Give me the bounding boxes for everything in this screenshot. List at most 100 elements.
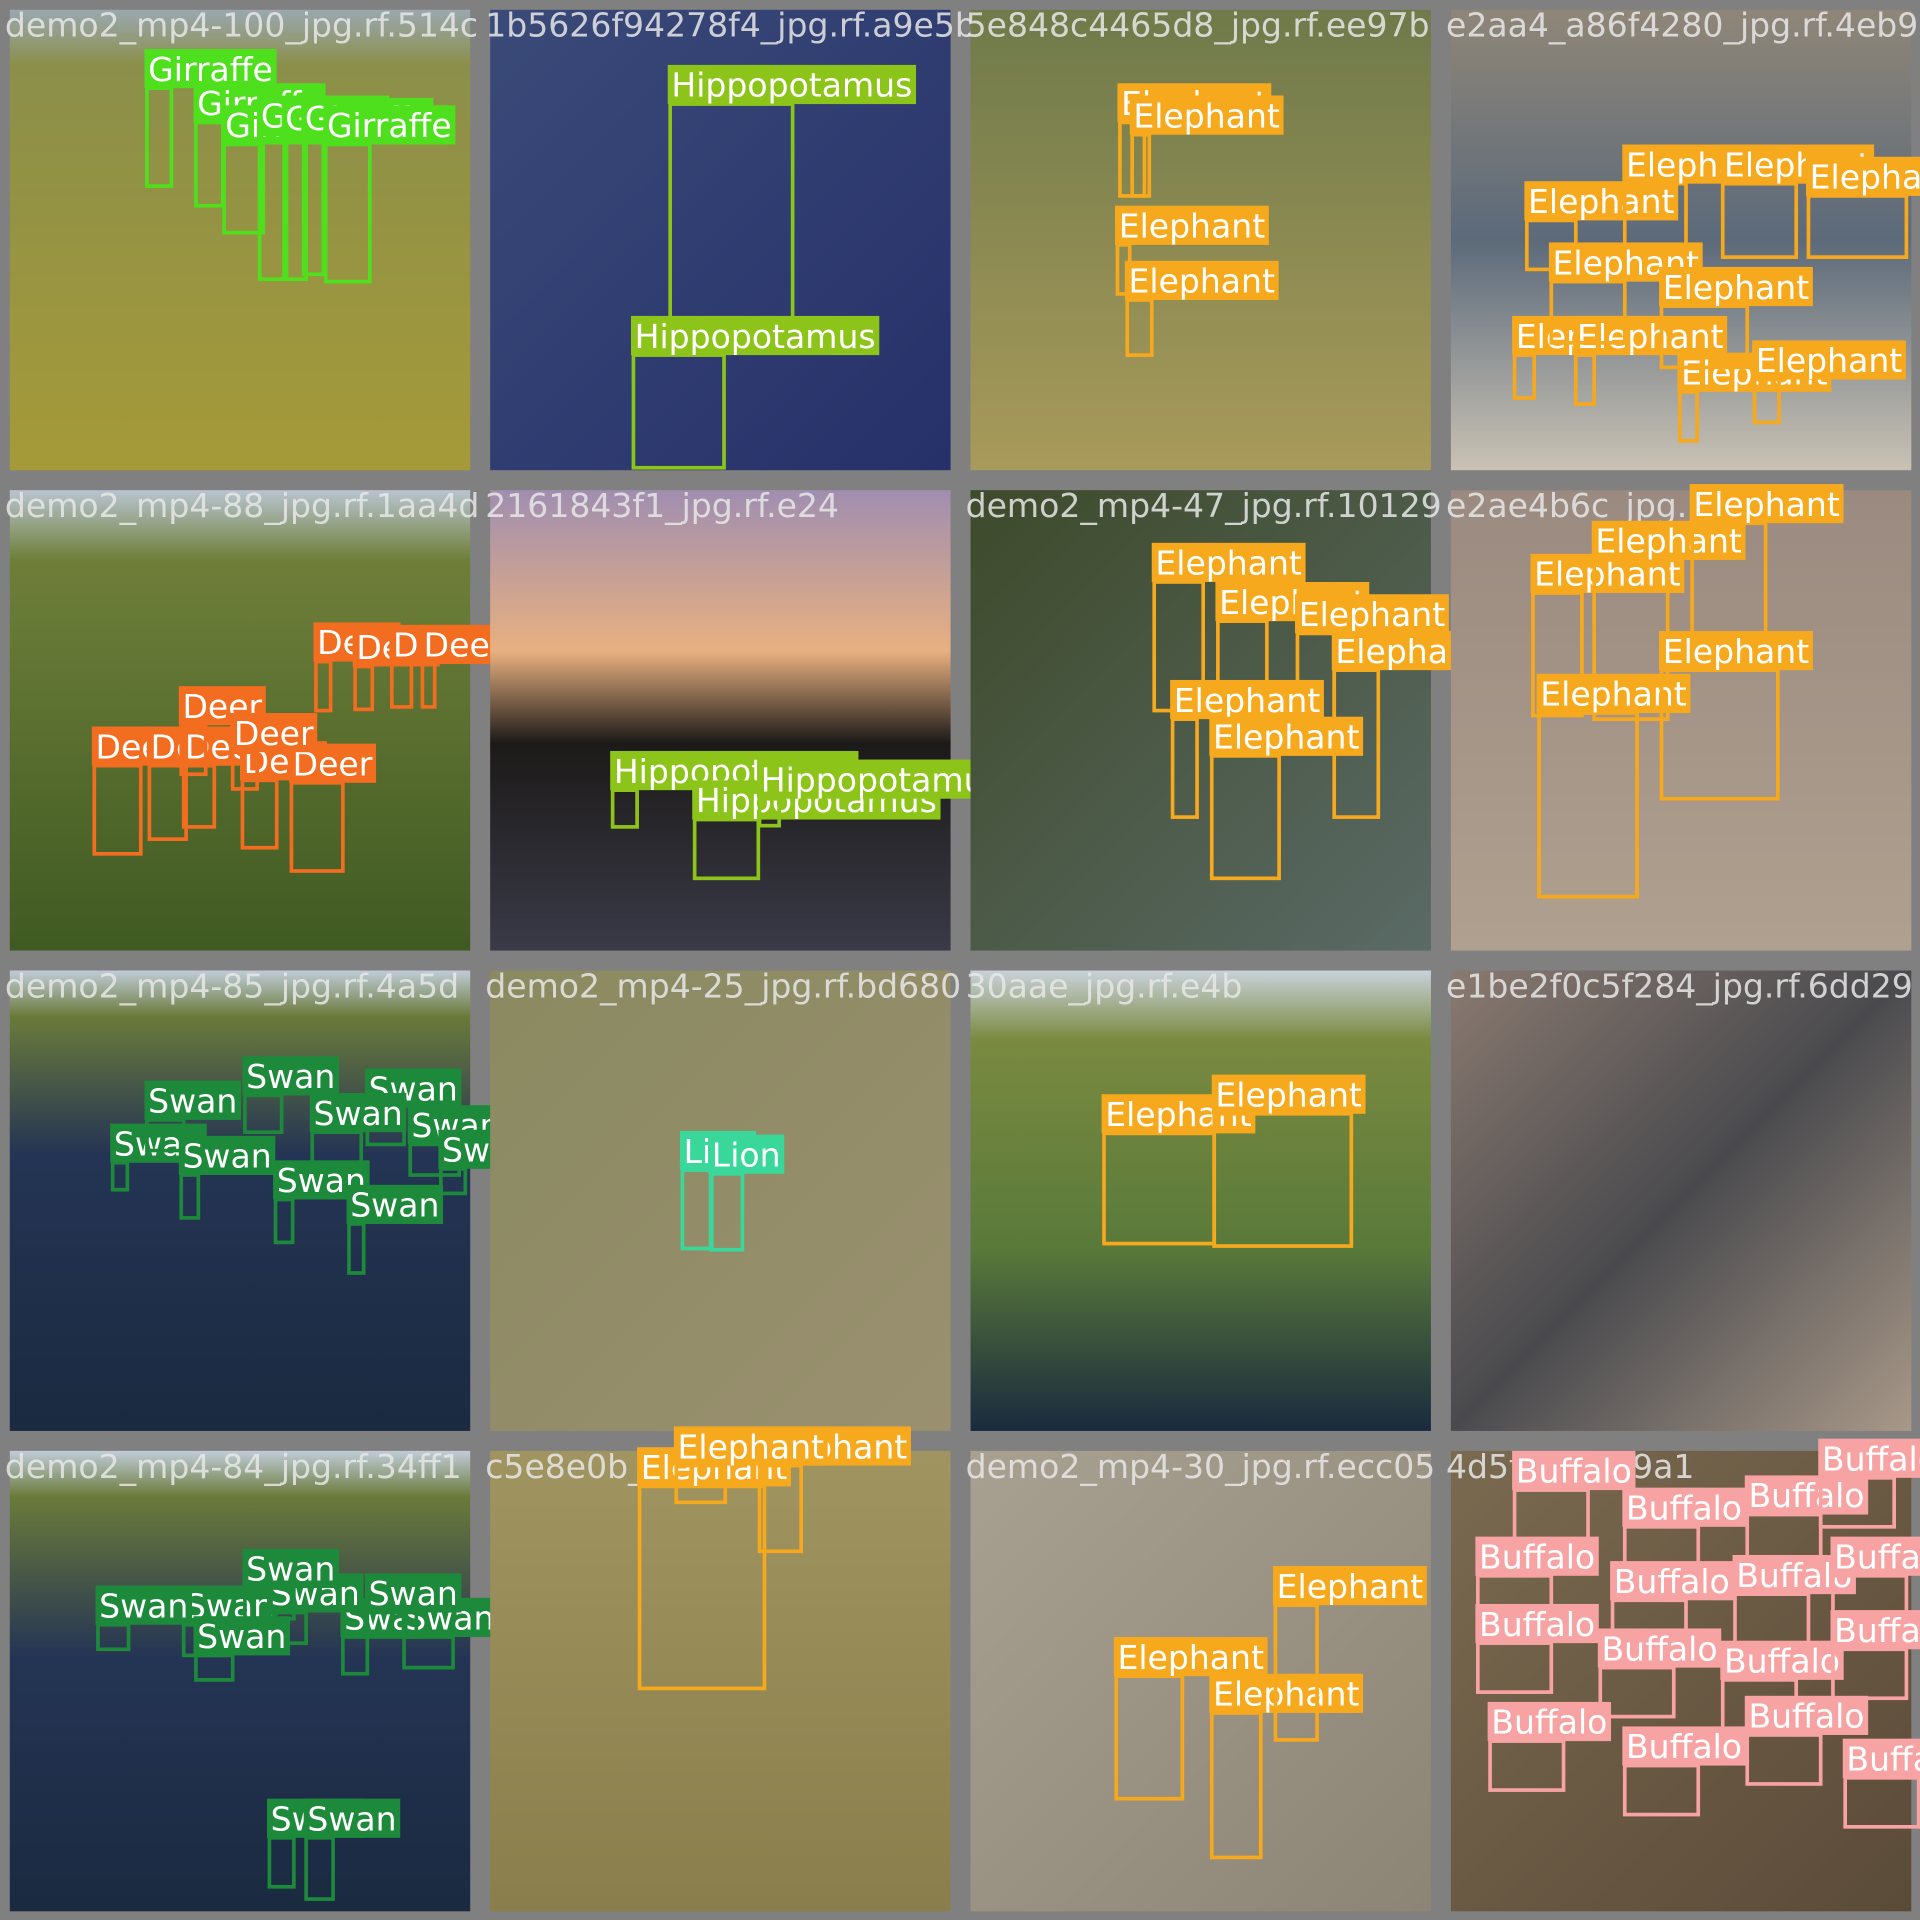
tile-image — [490, 970, 951, 1431]
label-background — [144, 1080, 242, 1120]
tile-image — [1450, 970, 1912, 1431]
label-background — [1475, 1603, 1599, 1644]
label-background — [1512, 1450, 1636, 1491]
label-background — [1487, 1701, 1612, 1742]
label-background — [1124, 260, 1279, 300]
label-background — [673, 1426, 828, 1466]
box-label: Swan — [148, 1082, 237, 1121]
tile: demo2_mp4-85_jpg.rf.4a5d Swan Swan Swan Swan… — [5, 966, 535, 1431]
label-background — [1806, 156, 1920, 196]
box-label: Elephant — [1299, 595, 1446, 634]
label-background — [1842, 1738, 1920, 1778]
box-label: Swan — [369, 1574, 458, 1613]
tile-filename: 5e848c4465d8_jpg.rf.ee97b — [966, 6, 1430, 45]
label-background — [1591, 520, 1746, 560]
label-background — [1170, 679, 1324, 720]
box-label: Elephant — [1577, 317, 1724, 356]
box-label: Buffalo — [1724, 1642, 1840, 1681]
label-background — [323, 105, 456, 145]
label-background — [346, 1184, 444, 1224]
box-label: Swan — [350, 1186, 439, 1225]
box-label: Buffalo — [1516, 1452, 1632, 1491]
box-label: Elephant — [1810, 158, 1920, 197]
box-label: Elephant — [1119, 207, 1266, 246]
box-label: Elephant — [1540, 675, 1687, 714]
box-label: Elephant — [1128, 262, 1275, 301]
tile-filename: 30aae_jpg.rf.e4b — [966, 966, 1243, 1005]
tile-filename: demo2_mp4-30_jpg.rf.ecc05 — [966, 1447, 1436, 1486]
label-background — [1295, 594, 1449, 634]
box-label: Swan — [197, 1617, 286, 1656]
tile-filename: e1be2f0c5f284_jpg.rf.6dd29 — [1446, 966, 1913, 1005]
label-background — [630, 315, 880, 356]
box-label: Buffalo — [1602, 1629, 1718, 1668]
tile-filename: demo2_mp4-85_jpg.rf.4a5d — [5, 966, 459, 1005]
tile-filename: e2aa4_a86f4280_jpg.rf.4eb9 — [1446, 6, 1918, 45]
tile: 1b5626f94278f4_jpg.rf.a9e5b Hippopotamus H… — [485, 6, 976, 471]
label-background — [1818, 1438, 1920, 1478]
box-label: Deer — [234, 714, 314, 753]
box-label: Girraffe — [327, 106, 452, 145]
box-label: Buffalo — [1748, 1697, 1864, 1736]
label-background — [1129, 95, 1284, 135]
tile: 2161843f1_jpg.rf.e24HippopotamusHippopot… — [485, 486, 1006, 951]
tile-filename: demo2_mp4-25_jpg.rf.bd680 — [485, 966, 961, 1005]
label-background — [242, 1056, 339, 1096]
tile: e2ae4b6c_jpg.rf.1056ElephantElephantElep… — [1446, 484, 1912, 951]
box-label: Elephant — [1693, 485, 1840, 524]
box-label: Buffalo — [1479, 1605, 1595, 1644]
box-label: Hippopotamus — [671, 66, 912, 105]
label-background — [1272, 1566, 1427, 1606]
box-label: Swan — [99, 1586, 188, 1625]
label-background — [193, 1616, 291, 1656]
tile-filename: 1b5626f94278f4_jpg.rf.a9e5b — [485, 6, 976, 45]
tile: e1be2f0c5f284_jpg.rf.6dd29 — [1446, 966, 1913, 1431]
box-label: Lion — [712, 1135, 781, 1174]
label-background — [95, 1585, 193, 1625]
label-background — [1536, 673, 1691, 714]
label-background — [1689, 484, 1844, 524]
box-label: Buffalo — [1479, 1537, 1595, 1576]
tile-image — [490, 490, 951, 951]
box-label: Elephant — [1155, 544, 1302, 583]
label-background — [757, 759, 1006, 799]
label-background — [1209, 716, 1364, 756]
label-background — [1113, 1637, 1268, 1677]
label-background — [1744, 1475, 1869, 1515]
label-background — [1744, 1695, 1869, 1735]
label-background — [303, 1798, 401, 1838]
box-label: Buffalo — [1822, 1439, 1920, 1478]
label-background — [1830, 1536, 1920, 1576]
bounding-box — [243, 1093, 284, 1134]
box-label: Elephant — [1277, 1567, 1424, 1606]
box-label: Elephant — [678, 1427, 825, 1466]
box-label: Elephant — [1215, 1075, 1362, 1114]
box-label: Buffalo — [1626, 1727, 1742, 1766]
tile-filename: demo2_mp4-88_jpg.rf.1aa4d — [5, 486, 479, 525]
box-label: Elephant — [1663, 268, 1810, 307]
label-background — [1115, 205, 1269, 245]
box-label: Elephant — [1595, 522, 1742, 561]
label-background — [364, 1573, 462, 1613]
box-label: Swan — [313, 1094, 402, 1133]
label-background — [1597, 1628, 1722, 1668]
label-background — [1151, 542, 1306, 582]
box-label: Hippopotamus — [635, 317, 876, 356]
label-background — [1573, 315, 1728, 356]
label-background — [242, 1548, 339, 1589]
box-label: Elephant — [1213, 718, 1360, 757]
tile-filename: demo2_mp4-100_jpg.rf.514c — [5, 6, 478, 45]
box-label: Swan — [246, 1550, 335, 1589]
box-label: Buffalo — [1846, 1739, 1920, 1778]
box-label: Swan — [182, 1137, 271, 1176]
box-label: Buffalo — [1834, 1611, 1920, 1650]
label-background — [1622, 1726, 1746, 1766]
label-background — [309, 1092, 407, 1133]
box-label: Hippopotamus — [761, 760, 1002, 799]
label-background — [1830, 1610, 1920, 1650]
